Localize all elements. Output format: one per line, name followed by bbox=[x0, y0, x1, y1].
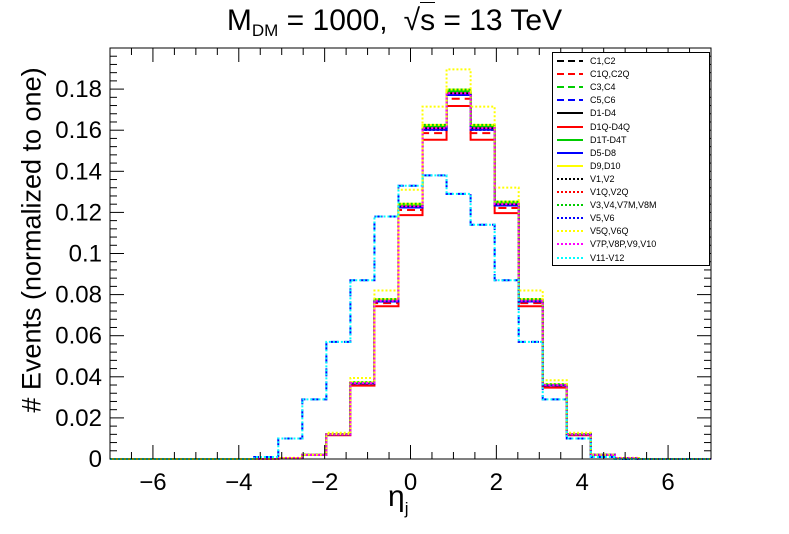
y-tick-label: 0.06 bbox=[55, 323, 102, 350]
legend-item: D9,D10 bbox=[553, 160, 709, 173]
legend-swatch bbox=[557, 243, 583, 246]
legend-label: D9,D10 bbox=[590, 160, 621, 171]
legend-swatch bbox=[557, 217, 583, 220]
title-energy: = 13 TeV bbox=[435, 4, 563, 37]
legend-label: C5,C6 bbox=[590, 95, 616, 106]
legend-item: V1Q,V2Q bbox=[553, 186, 709, 199]
legend-swatch bbox=[557, 60, 583, 62]
legend-swatch bbox=[557, 112, 583, 115]
legend-swatch bbox=[557, 99, 583, 102]
legend-swatch bbox=[557, 177, 583, 180]
legend-item: V3,V4,V7M,V8M bbox=[553, 199, 709, 212]
legend-item: D1Q-D4Q bbox=[553, 121, 709, 134]
legend-item: V5,V6 bbox=[553, 212, 709, 225]
legend-swatch bbox=[557, 151, 583, 154]
legend-item: D1T-D4T bbox=[553, 134, 709, 147]
legend-swatch bbox=[557, 125, 583, 128]
legend-item: V1,V2 bbox=[553, 173, 709, 186]
x-axis-label: ηj bbox=[388, 480, 408, 519]
x-tick-label: 4 bbox=[576, 469, 589, 496]
legend-label: V7P,V8P,V9,V10 bbox=[590, 239, 657, 250]
legend-item: V5Q,V6Q bbox=[553, 225, 709, 238]
y-tick-label: 0.16 bbox=[55, 117, 102, 144]
legend-label: C1Q,C2Q bbox=[590, 69, 630, 80]
y-tick-label: 0.18 bbox=[55, 76, 102, 103]
legend-label: D1-D4 bbox=[590, 108, 617, 119]
x-tick-label: −6 bbox=[139, 469, 166, 496]
legend-swatch bbox=[557, 73, 583, 76]
legend-item: C1Q,C2Q bbox=[553, 68, 709, 81]
title-m: M bbox=[226, 4, 252, 37]
legend-label: C1,C2 bbox=[590, 56, 616, 66]
legend-label: V11-V12 bbox=[590, 252, 625, 263]
legend-label: D1T-D4T bbox=[590, 134, 627, 145]
x-tick-label: 0 bbox=[404, 469, 417, 496]
y-tick-label: 0 bbox=[89, 446, 102, 473]
legend: C1,C2 C1Q,C2Q C3,C4 C5,C6 D1-D4 D1Q-D4Q D1T-D4… bbox=[552, 52, 710, 266]
x-tick-label: 6 bbox=[661, 469, 674, 496]
legend-swatch bbox=[557, 204, 583, 207]
x-axis-label-main: η bbox=[388, 480, 405, 513]
title-subscript: DM bbox=[251, 21, 279, 40]
y-tick-label: 0.12 bbox=[55, 199, 102, 226]
legend-item: C5,C6 bbox=[553, 94, 709, 107]
x-tick-label: −2 bbox=[311, 469, 338, 496]
y-tick-label: 0.04 bbox=[55, 364, 102, 391]
legend-label: V3,V4,V7M,V8M bbox=[590, 200, 657, 211]
axes-layer: −6 −4 −2 0 2 4 6 0 0.02 0.04 0.06 0.08 0.1 0.12 0.14 0.… bbox=[55, 47, 712, 496]
title-mass-value: = 1000, bbox=[278, 4, 388, 37]
x-tick-label: 2 bbox=[490, 469, 503, 496]
legend-swatch bbox=[557, 191, 583, 193]
legend-item: D5-D8 bbox=[553, 147, 709, 160]
y-tick-label: 0.14 bbox=[55, 158, 102, 185]
y-tick-label: 0.08 bbox=[55, 282, 102, 309]
legend-item: V7P,V8P,V9,V10 bbox=[553, 238, 709, 251]
x-axis-label-subscript: j bbox=[404, 499, 409, 518]
legend-label: V5Q,V6Q bbox=[590, 226, 629, 237]
title-sqrt-argument: s bbox=[420, 2, 436, 37]
chart-title: MDM = 1000, √s = 13 TeV bbox=[0, 2, 789, 41]
legend-label: D1Q-D4Q bbox=[590, 121, 631, 132]
legend-swatch bbox=[557, 138, 583, 141]
legend-label: V1,V2 bbox=[590, 173, 615, 184]
legend-item: D1-D4 bbox=[553, 107, 709, 120]
legend-swatch bbox=[557, 86, 583, 89]
y-axis-label: # Events (normalized to one) bbox=[16, 67, 47, 413]
sqrt-symbol: √ bbox=[403, 4, 421, 37]
legend-swatch bbox=[557, 256, 583, 259]
legend-swatch bbox=[557, 230, 583, 233]
series-line-15 bbox=[110, 174, 711, 460]
legend-label: D5-D8 bbox=[590, 147, 617, 158]
legend-item: C1,C2 bbox=[553, 55, 709, 68]
legend-label: V1Q,V2Q bbox=[590, 187, 629, 197]
legend-swatch bbox=[557, 164, 583, 167]
y-tick-label: 0.02 bbox=[55, 405, 102, 432]
legend-item: C3,C4 bbox=[553, 81, 709, 94]
y-tick-label: 0.1 bbox=[69, 241, 102, 268]
legend-item: V11-V12 bbox=[553, 252, 709, 265]
legend-label: V5,V6 bbox=[590, 213, 615, 224]
x-tick-label: −4 bbox=[225, 469, 252, 496]
legend-label: C3,C4 bbox=[590, 82, 616, 93]
